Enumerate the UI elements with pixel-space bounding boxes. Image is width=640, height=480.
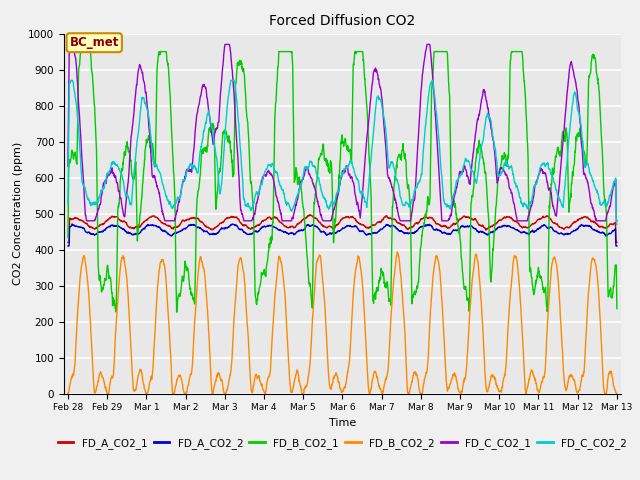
FD_C_CO2_2 (563, 167, 570, 172)
FD_C_CO2_1 (613, 218, 621, 224)
Line: FD_C_CO2_2: FD_C_CO2_2 (68, 80, 617, 224)
FD_B_CO2_2 (315, 255, 323, 261)
FD_B_CO2_2 (613, 391, 621, 396)
FD_B_CO2_2 (64, 390, 72, 396)
FD_C_CO2_2 (372, 96, 380, 102)
FD_B_CO2_2 (477, 288, 484, 294)
FD_A_CO2_1 (315, 219, 323, 225)
FD_C_CO2_2 (613, 221, 621, 227)
FD_C_CO2_2 (612, 218, 620, 224)
FD_A_CO2_2 (612, 243, 620, 249)
FD_A_CO2_2 (64, 243, 72, 249)
FD_C_CO2_1 (315, 204, 323, 210)
FD_C_CO2_2 (476, 151, 484, 156)
FD_B_CO2_1 (77, 48, 84, 54)
FD_B_CO2_1 (173, 310, 180, 315)
X-axis label: Time: Time (329, 418, 356, 428)
Title: Forced Diffusion CO2: Forced Diffusion CO2 (269, 14, 415, 28)
FD_C_CO2_1 (83, 218, 91, 224)
Legend: FD_A_CO2_1, FD_A_CO2_2, FD_B_CO2_1, FD_B_CO2_2, FD_C_CO2_1, FD_C_CO2_2: FD_A_CO2_1, FD_A_CO2_2, FD_B_CO2_1, FD_B… (54, 434, 631, 453)
FD_B_CO2_2 (563, 386, 570, 392)
FD_C_CO2_1 (563, 98, 570, 104)
Y-axis label: CO2 Concentration (ppm): CO2 Concentration (ppm) (13, 142, 22, 285)
FD_A_CO2_2 (563, 231, 570, 237)
FD_B_CO2_1 (612, 286, 620, 292)
FD_A_CO2_1 (612, 240, 620, 245)
FD_A_CO2_2 (315, 226, 323, 232)
FD_C_CO2_1 (612, 218, 620, 224)
FD_B_CO2_2 (103, 391, 111, 396)
FD_C_CO2_1 (547, 190, 554, 196)
Line: FD_B_CO2_2: FD_B_CO2_2 (68, 252, 617, 394)
FD_A_CO2_2 (68, 221, 76, 227)
FD_B_CO2_2 (612, 391, 620, 396)
FD_A_CO2_2 (372, 230, 380, 236)
FD_B_CO2_1 (64, 235, 72, 240)
Line: FD_A_CO2_1: FD_A_CO2_1 (68, 215, 617, 242)
Line: FD_A_CO2_2: FD_A_CO2_2 (68, 224, 617, 246)
FD_B_CO2_1 (563, 129, 570, 134)
FD_B_CO2_1 (373, 285, 381, 290)
FD_B_CO2_1 (613, 306, 621, 312)
FD_A_CO2_1 (547, 216, 554, 222)
FD_C_CO2_2 (315, 174, 323, 180)
FD_A_CO2_1 (476, 223, 484, 228)
FD_A_CO2_2 (547, 224, 554, 230)
FD_A_CO2_1 (613, 240, 621, 245)
FD_C_CO2_1 (477, 106, 484, 112)
FD_A_CO2_2 (476, 228, 484, 234)
Text: BC_met: BC_met (70, 36, 119, 49)
FD_A_CO2_2 (613, 243, 621, 249)
FD_C_CO2_2 (67, 77, 75, 84)
FD_B_CO2_2 (547, 275, 554, 281)
FD_C_CO2_2 (547, 170, 554, 176)
FD_B_CO2_1 (547, 192, 554, 198)
FD_B_CO2_2 (394, 249, 401, 255)
FD_C_CO2_1 (373, 69, 381, 74)
Line: FD_C_CO2_1: FD_C_CO2_1 (68, 44, 617, 221)
FD_B_CO2_2 (372, 373, 380, 379)
FD_C_CO2_2 (64, 201, 72, 207)
FD_C_CO2_1 (64, 163, 72, 169)
FD_C_CO2_1 (66, 41, 74, 47)
FD_B_CO2_1 (315, 157, 323, 163)
FD_A_CO2_1 (372, 221, 380, 227)
Line: FD_B_CO2_1: FD_B_CO2_1 (68, 51, 617, 312)
FD_A_CO2_1 (563, 225, 570, 230)
FD_A_CO2_1 (307, 212, 314, 217)
FD_A_CO2_1 (64, 240, 72, 245)
FD_B_CO2_1 (477, 147, 484, 153)
FD_C_CO2_2 (612, 221, 620, 227)
